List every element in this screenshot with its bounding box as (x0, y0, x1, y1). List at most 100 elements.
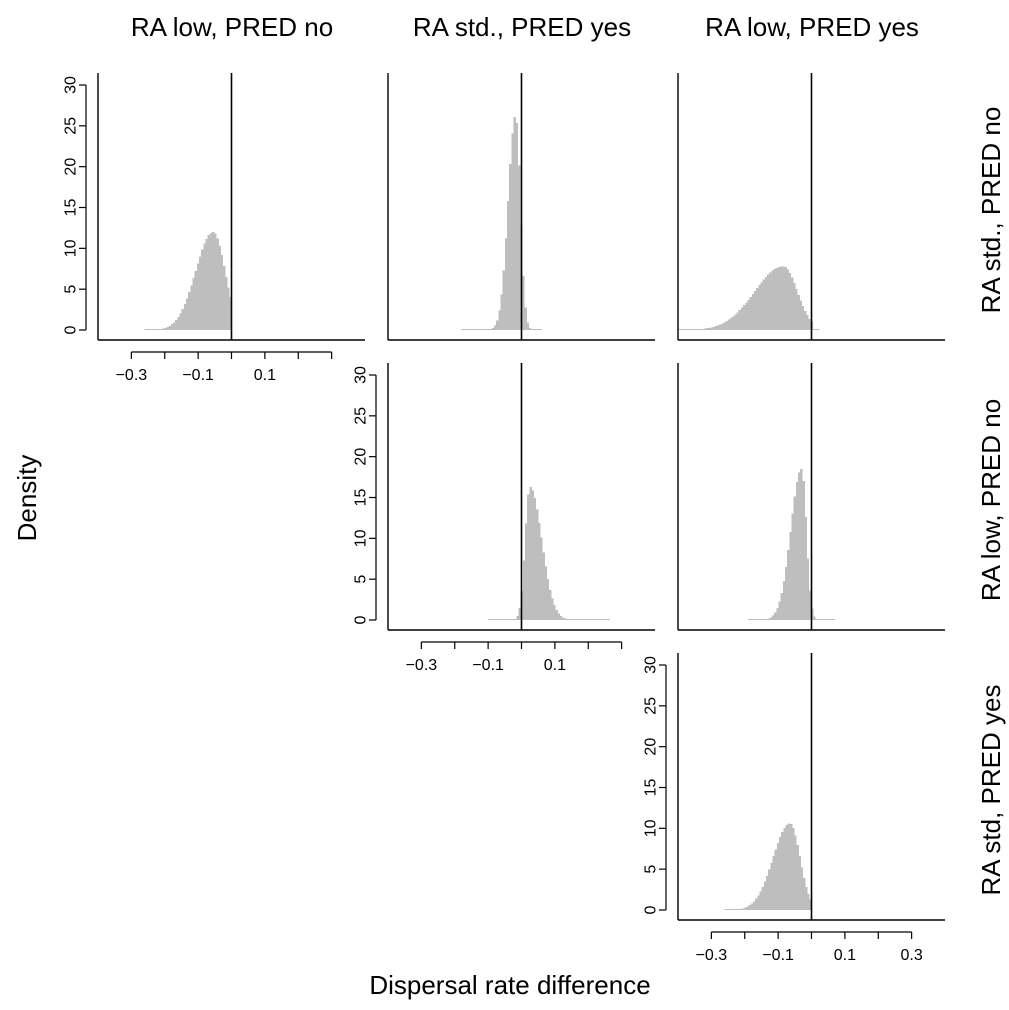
density-bar (762, 279, 766, 330)
density-bar (704, 328, 707, 330)
density-bar (814, 328, 818, 330)
density-bar (729, 908, 732, 910)
density-bar (211, 232, 215, 330)
density-bar (725, 321, 729, 330)
density-bar (476, 328, 480, 330)
density-bar (738, 310, 742, 330)
density-bar (517, 165, 521, 330)
density-bar (754, 618, 758, 620)
density-bar (492, 618, 495, 620)
density-bar (727, 319, 731, 330)
density-bar (678, 328, 681, 330)
density-bar (806, 558, 810, 620)
density-bar (768, 869, 771, 910)
density-bar (509, 618, 513, 620)
density-bar (185, 298, 189, 330)
density-bar (472, 328, 475, 330)
density-bar (166, 326, 169, 330)
density-bar (733, 908, 736, 910)
density-bar (771, 270, 774, 330)
panel-6: 0 5 10 15 20 25 30 −0.3 −0.1 0.1 0.3 (643, 653, 945, 964)
density-bar (710, 327, 714, 330)
density-bar (800, 468, 803, 620)
density-bar (533, 498, 537, 620)
density-bar (776, 608, 779, 620)
density-bar (735, 908, 739, 910)
density-bar (568, 618, 571, 620)
density-bar (680, 328, 683, 330)
density-bar (779, 266, 783, 330)
density-bar (587, 618, 591, 620)
density-bar (600, 618, 604, 620)
density-bar (745, 302, 748, 330)
density-bar (755, 898, 758, 910)
density-bar (164, 327, 167, 330)
density-bar (172, 322, 176, 330)
density-bar (750, 903, 754, 910)
density-bar (566, 618, 569, 620)
column-title-2: RA std., PRED yes (413, 12, 631, 42)
density-bar (524, 307, 527, 330)
density-bar (540, 537, 543, 620)
density-bar (792, 283, 796, 330)
density-bar (538, 522, 541, 620)
density-bar (522, 560, 526, 620)
density-bar (781, 831, 784, 910)
density-bar (785, 825, 788, 910)
density-bar (218, 245, 221, 330)
x-tick-label: −0.3 (116, 367, 148, 384)
density-bar (808, 590, 812, 620)
panel-2 (387, 73, 655, 341)
density-bar (533, 328, 536, 330)
density-bar (798, 856, 801, 910)
density-bar (808, 318, 811, 330)
x-tick-label: 0.1 (544, 657, 566, 674)
density-bar (496, 618, 500, 620)
density-bar (757, 895, 760, 910)
density-bar (527, 494, 530, 620)
x-tick-label: 0.3 (901, 947, 923, 964)
density-bar (784, 267, 787, 330)
density-bar (551, 598, 554, 620)
density-bar (175, 319, 178, 330)
density-bar (467, 328, 471, 330)
density-bar (764, 277, 768, 330)
density-bar (168, 325, 172, 330)
density-bar (220, 255, 224, 330)
density-bar (528, 327, 532, 330)
density-bar (539, 328, 542, 330)
density-bar (770, 862, 773, 910)
density-bar (813, 616, 816, 620)
density-bar (570, 618, 574, 620)
density-bar (701, 328, 705, 330)
density-bar (775, 267, 779, 330)
density-bar (793, 496, 797, 620)
density-bar (585, 618, 589, 620)
density-bar (605, 618, 608, 620)
density-bar (144, 328, 148, 330)
density-bar (583, 618, 587, 620)
density-bar (478, 328, 482, 330)
density-bar (832, 618, 836, 620)
density-bar (723, 322, 727, 330)
density-bar (502, 270, 506, 330)
density-bar (748, 905, 752, 910)
density-bar (537, 328, 540, 330)
y-tick-label: 20 (63, 158, 80, 176)
density-bar (706, 328, 709, 330)
density-bar (769, 272, 772, 330)
density-bar (744, 907, 747, 910)
density-bar (607, 618, 610, 620)
density-bar (758, 618, 762, 620)
density-bar (695, 328, 698, 330)
density-bar (796, 845, 799, 910)
density-bar (682, 328, 685, 330)
y-tick-label: 25 (643, 697, 660, 715)
density-bar (516, 616, 519, 620)
density-bar (773, 269, 776, 330)
density-bar (162, 328, 165, 330)
density-bar (688, 328, 692, 330)
density-bar (596, 618, 600, 620)
density-bar (795, 482, 799, 620)
density-bar (815, 618, 818, 620)
